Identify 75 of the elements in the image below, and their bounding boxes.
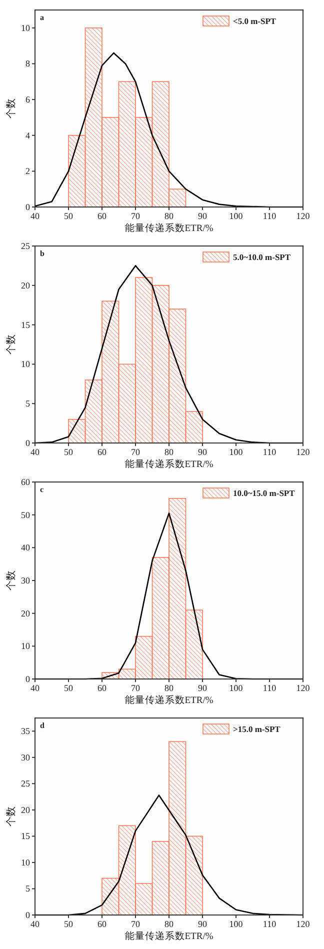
x-tick-label: 50 bbox=[64, 683, 74, 693]
x-tick-label: 60 bbox=[98, 683, 107, 693]
x-tick-label: 50 bbox=[64, 211, 74, 221]
y-tick-label: 50 bbox=[21, 510, 30, 520]
y-tick-label: 30 bbox=[21, 752, 30, 762]
x-tick-label: 100 bbox=[229, 211, 244, 221]
y-tick-label: 10 bbox=[21, 22, 30, 33]
x-tick-label: 120 bbox=[296, 683, 310, 693]
x-tick-label: 70 bbox=[131, 447, 140, 457]
y-tick-label: 40 bbox=[21, 542, 30, 553]
y-tick-label: 60 bbox=[21, 477, 30, 487]
x-tick-label: 80 bbox=[164, 211, 174, 221]
x-tick-label: 110 bbox=[262, 919, 277, 929]
x-tick-label: 70 bbox=[131, 919, 140, 929]
y-tick-label: 35 bbox=[21, 726, 30, 736]
x-tick-label: 70 bbox=[131, 683, 140, 693]
y-axis-title: 个数 bbox=[5, 570, 17, 590]
y-tick-label: 2 bbox=[26, 166, 30, 176]
y-tick-label: 0 bbox=[26, 202, 30, 212]
x-tick-label: 90 bbox=[198, 683, 208, 693]
x-tick-label: 110 bbox=[262, 211, 277, 221]
annotation: c bbox=[40, 485, 44, 494]
y-tick-label: 0 bbox=[26, 910, 30, 920]
x-tick-label: 70 bbox=[131, 211, 140, 221]
y-axis-title: 个数 bbox=[5, 334, 17, 354]
y-tick-label: 6 bbox=[26, 94, 30, 105]
y-tick-label: 20 bbox=[21, 280, 30, 290]
x-tick-label: 110 bbox=[262, 683, 277, 693]
y-tick-label: 10 bbox=[21, 641, 30, 652]
legend-label: 5.0~10.0 m-SPT bbox=[233, 252, 291, 262]
y-tick-label: 10 bbox=[21, 359, 30, 370]
x-tick-label: 100 bbox=[229, 919, 244, 929]
x-tick-label: 80 bbox=[164, 447, 174, 457]
y-tick-label: 5 bbox=[26, 884, 30, 894]
x-tick-label: 120 bbox=[296, 919, 310, 929]
x-tick-label: 80 bbox=[164, 683, 174, 693]
x-tick-label: 50 bbox=[64, 919, 74, 929]
x-tick-label: 90 bbox=[198, 447, 208, 457]
y-tick-label: 30 bbox=[21, 576, 30, 586]
x-tick-label: 50 bbox=[64, 447, 74, 457]
y-axis-title: 个数 bbox=[5, 98, 17, 118]
annotation: d bbox=[40, 721, 45, 730]
y-tick-label: 15 bbox=[21, 831, 30, 842]
y-tick-label: 5 bbox=[26, 398, 30, 409]
y-tick-label: 20 bbox=[21, 608, 30, 618]
y-tick-label: 0 bbox=[26, 674, 30, 684]
x-axis-title: 能量传递系数ETR/% bbox=[124, 458, 214, 470]
x-tick-label: 120 bbox=[296, 211, 310, 221]
x-tick-label: 110 bbox=[262, 447, 277, 457]
y-tick-label: 8 bbox=[26, 58, 30, 69]
x-tick-label: 60 bbox=[98, 919, 107, 929]
x-tick-label: 80 bbox=[164, 919, 174, 929]
y-tick-label: 0 bbox=[26, 438, 30, 448]
y-tick-label: 25 bbox=[21, 241, 30, 251]
legend-label: 10.0~15.0 m-SPT bbox=[233, 488, 296, 498]
y-tick-label: 15 bbox=[21, 320, 30, 330]
x-axis-title: 能量传递系数ETR/% bbox=[124, 930, 214, 942]
x-axis-title: 能量传递系数ETR/% bbox=[124, 222, 214, 234]
x-axis-title: 能量传递系数ETR/% bbox=[124, 694, 214, 706]
x-tick-label: 60 bbox=[98, 447, 107, 457]
y-tick-label: 4 bbox=[26, 130, 30, 140]
x-tick-label: 120 bbox=[296, 447, 310, 457]
y-tick-label: 20 bbox=[21, 804, 30, 815]
legend-label: <5.0 m-SPT bbox=[233, 16, 276, 26]
y-tick-label: 10 bbox=[21, 857, 30, 868]
x-tick-label: 90 bbox=[198, 211, 208, 221]
legend-label: >15.0 m-SPT bbox=[233, 724, 281, 734]
y-tick-label: 25 bbox=[21, 778, 30, 789]
annotation: a bbox=[40, 13, 44, 22]
x-tick-label: 100 bbox=[229, 683, 244, 693]
annotation: b bbox=[40, 249, 45, 258]
x-tick-label: 60 bbox=[98, 211, 107, 221]
x-tick-label: 90 bbox=[198, 919, 208, 929]
y-axis-title: 个数 bbox=[5, 806, 17, 826]
x-tick-label: 100 bbox=[229, 447, 244, 457]
